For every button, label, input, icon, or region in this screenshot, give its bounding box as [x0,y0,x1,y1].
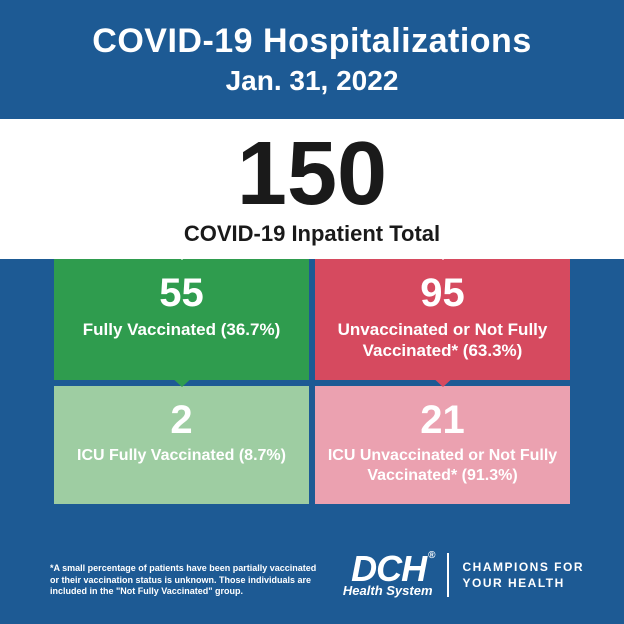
page-title: COVID-19 Hospitalizations [0,22,624,61]
logo-main: DCH® [351,553,432,585]
icu-unvax-count: 21 [325,400,560,440]
stat-row-main: 55 Fully Vaccinated (36.7%) 95 Unvaccina… [54,259,570,380]
arrow-down-icon [430,375,456,387]
arrow-down-icon [169,248,195,260]
box-icu-vaccinated: 2 ICU Fully Vaccinated (8.7%) [54,386,309,504]
arrow-down-icon [169,375,195,387]
infographic-container: COVID-19 Hospitalizations Jan. 31, 2022 … [0,0,624,624]
total-value: 150 [0,129,624,219]
arrow-down-icon [430,248,456,260]
divider-icon [447,553,449,597]
unvax-count: 95 [325,273,560,313]
icu-unvax-label: ICU Unvaccinated or Not Fully Vaccinated… [325,446,560,486]
logo-tagline: CHAMPIONS FOR YOUR HEALTH [463,559,585,593]
vax-count: 55 [64,273,299,313]
logo-left: DCH® Health System [343,553,433,598]
tagline-line2: YOUR HEALTH [463,575,585,592]
vax-label: Fully Vaccinated (36.7%) [64,319,299,340]
stat-row-icu: 2 ICU Fully Vaccinated (8.7%) 21 ICU Unv… [54,386,570,504]
stat-grid: 55 Fully Vaccinated (36.7%) 95 Unvaccina… [54,259,570,504]
icu-vax-label: ICU Fully Vaccinated (8.7%) [64,446,299,466]
footnote-text: *A small percentage of patients have bee… [50,563,320,598]
registered-icon: ® [428,550,434,561]
logo: DCH® Health System CHAMPIONS FOR YOUR HE… [343,553,584,598]
footer: *A small percentage of patients have bee… [0,553,624,624]
header: COVID-19 Hospitalizations Jan. 31, 2022 [0,0,624,97]
logo-text: DCH [351,548,426,589]
page-date: Jan. 31, 2022 [0,65,624,97]
box-fully-vaccinated: 55 Fully Vaccinated (36.7%) [54,259,309,380]
total-label: COVID-19 Inpatient Total [0,221,624,247]
box-unvaccinated: 95 Unvaccinated or Not Fully Vaccinated*… [315,259,570,380]
box-icu-unvaccinated: 21 ICU Unvaccinated or Not Fully Vaccina… [315,386,570,504]
tagline-line1: CHAMPIONS FOR [463,559,585,576]
total-band: 150 COVID-19 Inpatient Total [0,119,624,259]
unvax-label: Unvaccinated or Not Fully Vaccinated* (6… [325,319,560,362]
icu-vax-count: 2 [64,400,299,440]
